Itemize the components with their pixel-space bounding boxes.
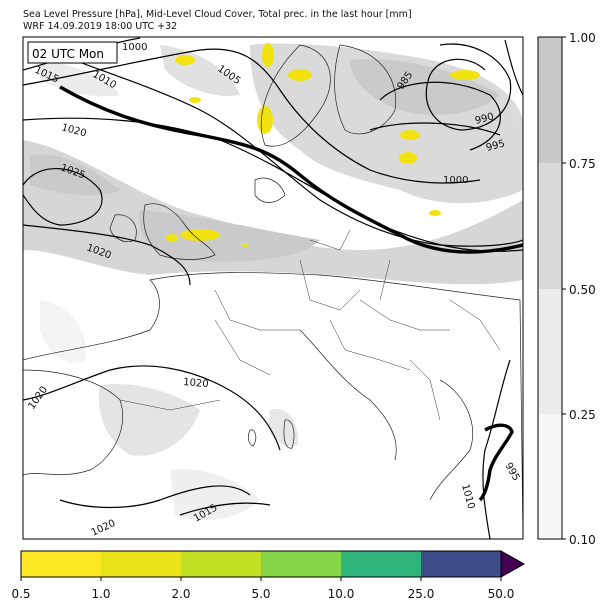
- isobars: [23, 37, 523, 539]
- coastlines: [23, 44, 523, 539]
- colorbar-tick-label: 50.0: [488, 587, 515, 601]
- cloud-cover-colorbar: 1.00 0.75 0.50 0.25 0.10: [537, 31, 596, 547]
- colorbar-tick-label: 0.25: [569, 408, 596, 422]
- colorbar-tick-label: 10.0: [328, 587, 355, 601]
- chart-subtitle: WRF 14.09.2019 18:00 UTC +32: [23, 21, 178, 32]
- colorbar-tick-label: 0.75: [569, 157, 596, 171]
- colorbar-segment: [341, 551, 421, 577]
- chart-title: Sea Level Pressure [hPa], Mid-Level Clou…: [23, 9, 412, 20]
- colorbar-segment: [538, 163, 562, 289]
- precipitation-colorbar: 0.5 1.0 2.0 5.0 10.0 25.0 50.0: [11, 550, 526, 601]
- colorbar-segment: [261, 551, 341, 577]
- colorbar-segment: [101, 551, 181, 577]
- colorbar-tick-label: 1.00: [569, 31, 596, 45]
- isobar-label: 1000: [122, 42, 147, 53]
- colorbar-segment: [538, 289, 562, 414]
- isobar-1015-bold: [59, 85, 523, 502]
- isobar-label: 1000: [443, 175, 468, 186]
- colorbar-extend-arrow: [500, 550, 526, 578]
- colorbar-tick-label: 0.5: [11, 587, 30, 601]
- colorbar-segment: [421, 551, 501, 577]
- colorbar-segment: [538, 414, 562, 539]
- colorbar-tick-label: 0.10: [569, 533, 596, 547]
- map-panel: 1000 1005 1010 1015 1020 1025 985 990 99…: [22, 36, 524, 540]
- colorbar-segment: [538, 37, 562, 163]
- colorbar-segment: [181, 551, 261, 577]
- isobar-label: 995: [485, 138, 506, 154]
- precipitation-patches: [166, 43, 480, 247]
- isobar-label: 1020: [183, 377, 209, 390]
- colorbar-tick-label: 5.0: [251, 587, 270, 601]
- colorbar-tick-label: 0.50: [569, 283, 596, 297]
- colorbar-tick-label: 2.0: [171, 587, 190, 601]
- colorbar-segment: [21, 551, 101, 577]
- colorbar-tick-label: 1.0: [91, 587, 110, 601]
- time-label: 02 UTC Mon: [32, 47, 104, 61]
- time-label-box: 02 UTC Mon: [27, 41, 118, 64]
- country-borders: [119, 229, 501, 421]
- isobar-label: 990: [474, 111, 495, 127]
- colorbar-tick-label: 25.0: [408, 587, 435, 601]
